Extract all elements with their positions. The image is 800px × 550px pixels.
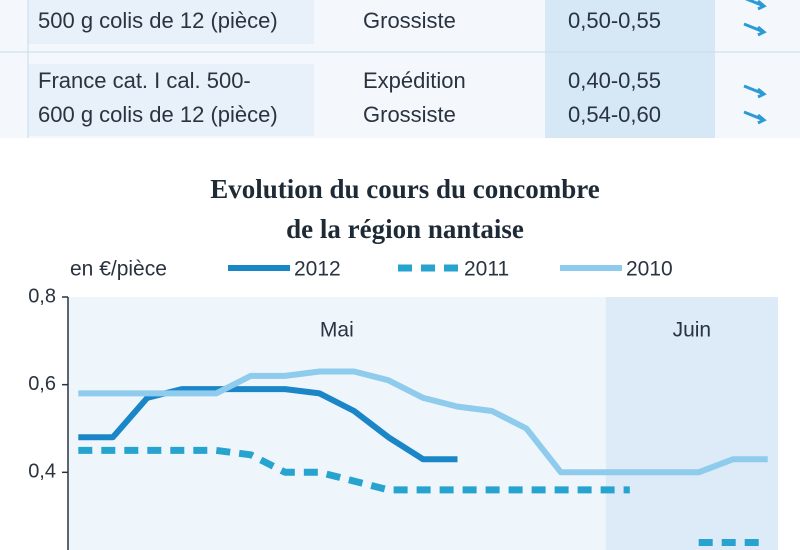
down-arrow [743, 110, 767, 125]
y-tick-label: 0,6 [28, 373, 56, 395]
table-background [0, 0, 800, 138]
table: 500 g colis de 12 (pièce) Grossiste 0,50-0… [38, 8, 661, 127]
chart-title: Evolution du cours du concombre [210, 174, 600, 204]
down-arrow [744, 0, 767, 11]
table-cell: 0,40-0,55 [568, 68, 661, 93]
series-line [78, 446, 768, 546]
trend-icons [743, 0, 767, 125]
y-tick-label: 0,4 [28, 461, 56, 483]
cell-bg [28, 64, 314, 136]
table-cell: 500 g colis de 12 (pièce) [38, 8, 278, 33]
cell-bg [28, 0, 314, 44]
legend-label: 2011 [464, 258, 509, 281]
down-arrow [743, 84, 767, 99]
legend-label: 2010 [626, 258, 673, 281]
series-line [78, 368, 768, 476]
table-cell: France cat. I cal. 500- [38, 68, 251, 93]
table-cell: Grossiste [363, 8, 456, 33]
price-column [545, 0, 715, 138]
table-cell: Grossiste [363, 102, 456, 127]
y-tick-label: 0,2 [28, 548, 56, 550]
down-arrow [743, 22, 767, 37]
y-tick-label: 0,8 [28, 285, 56, 307]
y-axis-label: en €/pièce [70, 258, 167, 281]
chart: Evolution du cours du concombre de la rég… [28, 174, 778, 550]
table-cell: 0,54-0,60 [568, 102, 661, 127]
table-cell: 600 g colis de 12 (pièce) [38, 102, 278, 127]
month-band [605, 297, 778, 550]
month-label: Mai [320, 319, 354, 342]
legend-label: 2012 [294, 258, 341, 281]
month-label: Juin [673, 319, 712, 342]
table-cell: 0,50-0,55 [568, 8, 661, 33]
table-cell: Expédition [363, 68, 466, 93]
chart-title: de la région nantaise [286, 214, 524, 244]
series-line [78, 386, 458, 463]
